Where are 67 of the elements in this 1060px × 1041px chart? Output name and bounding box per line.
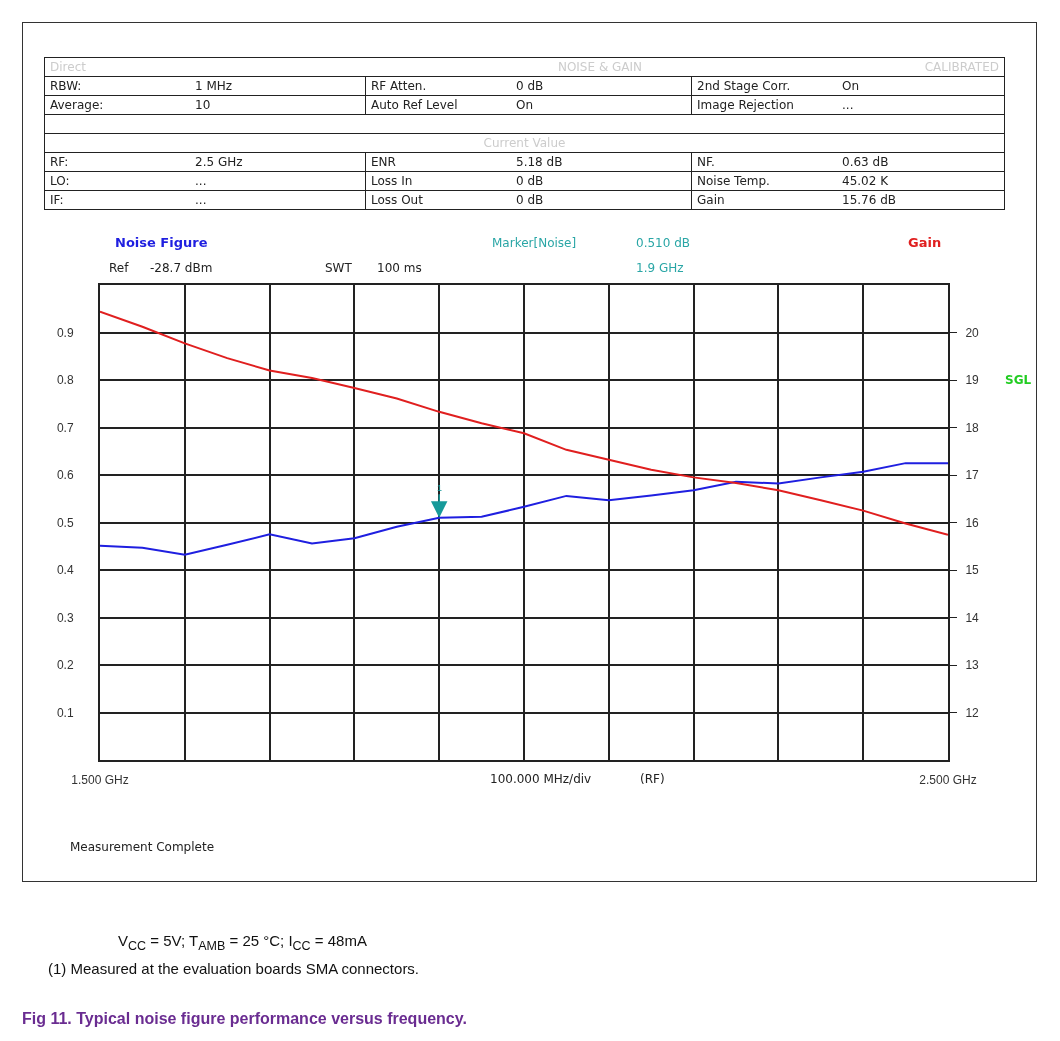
text: 2nd Stage Corr. [697,79,792,93]
text: 1.9 GHz [636,261,684,275]
text: LO: [50,174,71,188]
text: ... [195,174,207,188]
text: -28.7 dBm [150,261,213,275]
text: 45.02 K [842,174,889,188]
text: SGL [1005,373,1032,387]
text: IF: [50,193,65,207]
text: Average: [50,98,105,112]
text: 15.76 dB [842,193,897,207]
text: ... [842,98,854,112]
text: Gain [697,193,726,207]
text: Marker[Noise] [492,236,577,250]
x-tick-label: 1.500 GHz [71,773,129,788]
text: Measurement Complete [70,840,215,854]
text: (RF) [640,772,665,786]
text: 100 ms [377,261,422,275]
text: 5.18 dB [516,155,563,169]
y2-tick-label: 15 [965,563,980,578]
text: 10 [195,98,211,112]
text: 0.510 dB [636,236,691,250]
text: Fig 11. Typical noise figure performance versus frequency. [22,1010,467,1028]
text: Loss In [371,174,414,188]
text: 2.5 GHz [195,155,243,169]
text: ENR [371,155,397,169]
text: RF: [50,155,70,169]
y-tick-label: 0.5 [56,515,74,530]
text: RBW: [50,79,83,93]
y-tick-label: 0.3 [56,610,74,625]
y2-tick-label: 20 [965,325,980,340]
text: On [516,98,534,112]
text: Noise Figure [115,235,208,250]
text: Noise Temp. [697,174,771,188]
y-tick-label: 0.2 [56,658,74,673]
y2-tick-label: 13 [965,658,980,673]
text: On [842,79,860,93]
y-tick-label: 0.1 [56,705,74,720]
text: 1 MHz [195,79,233,93]
y2-tick-label: 14 [965,610,980,625]
x-axis-title: 100.000 MHz/div [490,772,592,786]
y-tick-label: 0.4 [56,563,74,578]
text: NF. [697,155,716,169]
text: Gain [908,235,942,250]
text: RF Atten. [371,79,428,93]
y-tick-label: 0.8 [56,373,74,388]
annotation: 1 [437,483,443,493]
y-tick-label: 0.6 [56,468,74,483]
x-tick-label: 2.500 GHz [919,773,977,788]
text: 0 dB [516,193,544,207]
text: ... [195,193,207,207]
y2-tick-label: 19 [965,373,980,388]
text: (1) Measured at the evaluation boards SMA connectors. [48,960,420,977]
text: Image Rejection [697,98,795,112]
y-tick-label: 0.9 [56,325,74,340]
y-tick-label: 0.7 [56,420,74,435]
y2-tick-label: 12 [965,705,980,720]
y2-tick-label: 16 [965,515,980,530]
y2-tick-label: 17 [965,468,980,483]
text: Auto Ref Level [371,98,459,112]
text: SWT [325,261,353,275]
text: Ref [109,261,130,275]
text: 0 dB [516,174,544,188]
y2-tick-label: 18 [965,420,980,435]
text: V$_{CC}$ = 5V; T$_{AMB}$ = 25 °C; I$_{CC}$ = 48mA [118,932,367,953]
text: 0.63 dB [842,155,889,169]
text: Loss Out [371,193,424,207]
text: 0 dB [516,79,544,93]
